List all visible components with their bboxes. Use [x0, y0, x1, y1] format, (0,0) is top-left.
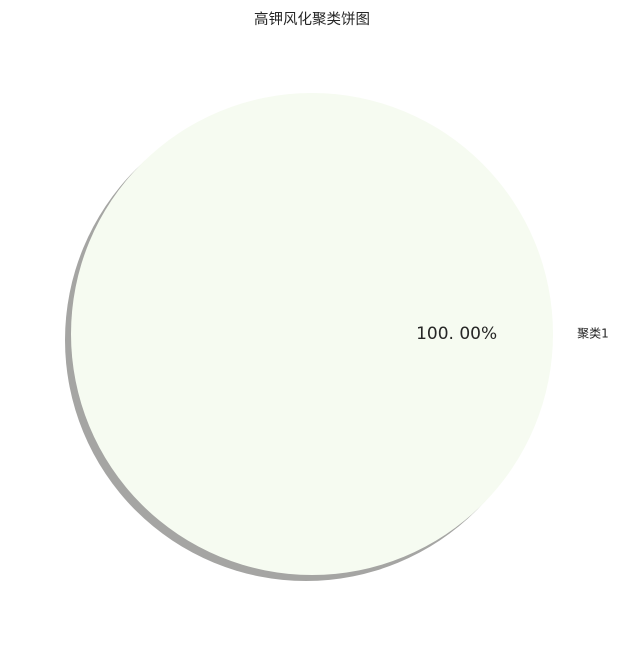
- chart-title: 高钾风化聚类饼图: [254, 11, 370, 28]
- pie-slices-layer: [71, 93, 553, 575]
- pie-slice-percent-label: 100. 00%: [416, 324, 497, 344]
- pie-slice-label: 聚类1: [577, 327, 609, 341]
- pie-labels-layer: 聚类1 100. 00%: [416, 324, 609, 344]
- pie-slice: [71, 93, 553, 575]
